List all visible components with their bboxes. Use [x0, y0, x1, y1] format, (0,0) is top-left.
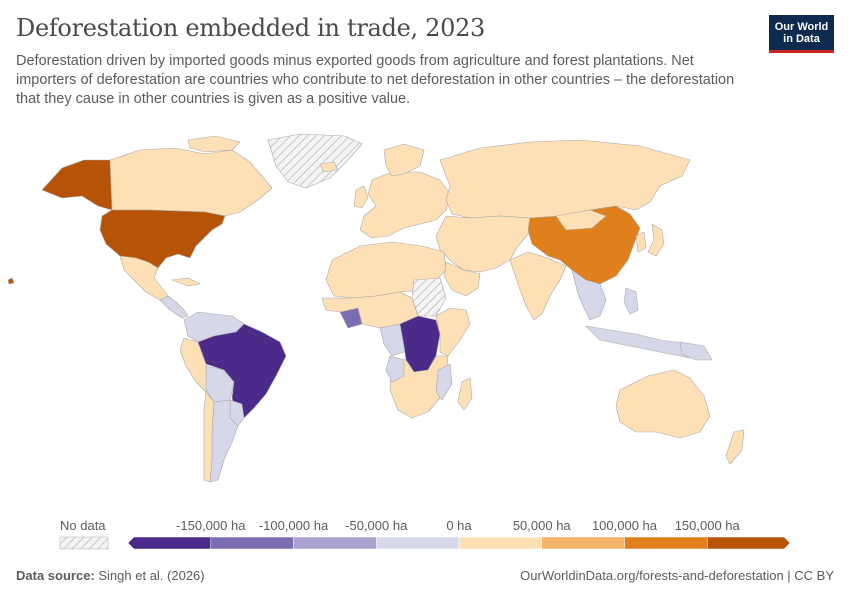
chart-subtitle: Deforestation driven by imported goods m…	[16, 53, 735, 107]
country-chile[interactable]	[203, 391, 215, 483]
region-caribbean[interactable]	[171, 277, 201, 287]
country-canada[interactable]	[109, 147, 273, 217]
region-angola[interactable]	[385, 355, 405, 383]
owid-logo[interactable]: Our World in Data	[769, 15, 834, 53]
legend-tick-labels: -150,000 ha -100,000 ha -50,000 ha 0 ha 50,0…	[176, 518, 740, 533]
country-canada-islands[interactable]	[187, 135, 241, 153]
region-southeast-asia[interactable]	[571, 269, 607, 321]
data-source: Data source: Singh et al. (2026)	[16, 568, 205, 583]
map-legend: No data -150,000 ha -100,000 ha -50,000 ha…	[59, 518, 791, 550]
country-greenland[interactable]	[267, 133, 363, 189]
legend-bin[interactable]	[541, 536, 625, 550]
region-scandinavia[interactable]	[383, 143, 425, 177]
legend-bin[interactable]	[707, 536, 791, 550]
logo-line-2: in Data	[783, 32, 820, 45]
region-east-africa[interactable]	[435, 307, 471, 357]
country-mongolia[interactable]	[555, 209, 607, 231]
region-korea[interactable]	[635, 231, 647, 253]
region-arabian-peninsula[interactable]	[443, 261, 481, 297]
country-brazil[interactable]	[197, 323, 287, 419]
country-iceland[interactable]	[319, 161, 339, 173]
data-source-label: Data source:	[16, 568, 95, 583]
legend-tick-label: 0 ha	[446, 518, 472, 533]
country-philippines[interactable]	[623, 287, 639, 315]
legend-tick-label: -50,000 ha	[345, 518, 408, 533]
legend-no-data-swatch	[59, 536, 109, 550]
country-russia[interactable]	[439, 139, 691, 219]
country-madagascar[interactable]	[457, 377, 473, 411]
legend-bin[interactable]	[624, 536, 708, 550]
legend-bin[interactable]	[458, 536, 542, 550]
country-mozambique[interactable]	[435, 363, 453, 401]
legend-tick-label: -150,000 ha	[176, 518, 246, 533]
country-united-kingdom[interactable]	[353, 185, 369, 209]
data-source-text: Singh et al. (2026)	[98, 568, 205, 583]
legend-no-data: No data	[59, 518, 109, 550]
legend-bin[interactable]	[376, 536, 460, 550]
country-australia[interactable]	[615, 369, 711, 439]
legend-color-scale	[127, 536, 791, 550]
region-hawaii[interactable]	[7, 277, 15, 285]
legend-tick-label: 150,000 ha	[675, 518, 741, 533]
region-europe[interactable]	[359, 171, 451, 239]
world-map	[7, 133, 745, 483]
source-url[interactable]: OurWorldinData.org/forests-and-deforesta…	[520, 568, 834, 583]
logo-line-1: Our World	[774, 20, 829, 33]
region-central-america[interactable]	[159, 295, 189, 319]
legend-tick-label: 100,000 ha	[592, 518, 658, 533]
country-papua-new-guinea[interactable]	[679, 341, 713, 361]
country-sudan[interactable]	[411, 277, 447, 317]
legend-tick-label: -100,000 ha	[259, 518, 329, 533]
country-india[interactable]	[509, 251, 567, 321]
chart-title: Deforestation embedded in trade, 2023	[16, 14, 486, 42]
legend-bin[interactable]	[210, 536, 294, 550]
country-mexico[interactable]	[119, 255, 169, 301]
country-japan[interactable]	[647, 223, 665, 257]
legend-bin[interactable]	[293, 536, 377, 550]
country-new-zealand[interactable]	[725, 429, 745, 465]
legend-bin[interactable]	[127, 536, 211, 550]
legend-tick-label: 50,000 ha	[513, 518, 572, 533]
legend-no-data-label: No data	[60, 518, 106, 533]
country-alaska[interactable]	[41, 159, 113, 211]
country-united-states[interactable]	[99, 209, 226, 269]
country-china[interactable]	[527, 205, 641, 285]
